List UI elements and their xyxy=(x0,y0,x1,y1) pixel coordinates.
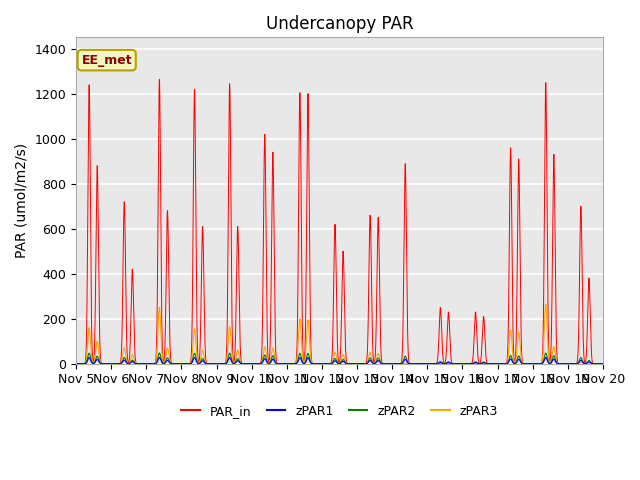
zPAR3 xyxy=(599,361,607,367)
Title: Undercanopy PAR: Undercanopy PAR xyxy=(266,15,413,33)
PAR_in xyxy=(429,361,436,367)
PAR_in xyxy=(167,358,175,363)
zPAR3 xyxy=(320,361,328,367)
PAR_in xyxy=(598,361,606,367)
zPAR3 xyxy=(72,361,80,367)
zPAR2 xyxy=(429,361,436,367)
zPAR1 xyxy=(419,361,427,367)
zPAR3 xyxy=(458,361,465,367)
zPAR1 xyxy=(598,361,606,367)
zPAR2 xyxy=(167,360,175,366)
PAR_in xyxy=(419,361,427,367)
Line: PAR_in: PAR_in xyxy=(76,79,603,364)
zPAR3 xyxy=(488,361,495,367)
zPAR1 xyxy=(488,361,495,367)
zPAR1 xyxy=(599,361,607,367)
Legend: PAR_in, zPAR1, zPAR2, zPAR3: PAR_in, zPAR1, zPAR2, zPAR3 xyxy=(176,400,503,423)
PAR_in xyxy=(156,76,163,82)
PAR_in xyxy=(599,361,607,367)
zPAR2 xyxy=(156,350,163,356)
zPAR2 xyxy=(72,361,80,367)
Line: zPAR1: zPAR1 xyxy=(76,358,603,364)
zPAR1 xyxy=(429,361,436,367)
zPAR1 xyxy=(458,361,465,367)
zPAR1 xyxy=(72,361,80,367)
zPAR2 xyxy=(599,361,607,367)
zPAR3 xyxy=(167,360,175,366)
PAR_in xyxy=(320,361,328,367)
zPAR2 xyxy=(320,361,328,367)
PAR_in xyxy=(72,361,80,367)
Line: zPAR3: zPAR3 xyxy=(76,304,603,364)
PAR_in xyxy=(458,361,465,367)
Y-axis label: PAR (umol/m2/s): PAR (umol/m2/s) xyxy=(15,143,29,258)
zPAR2 xyxy=(458,361,465,367)
zPAR3 xyxy=(542,301,550,307)
zPAR2 xyxy=(598,361,606,367)
PAR_in xyxy=(488,361,495,367)
zPAR1 xyxy=(167,360,175,366)
zPAR1 xyxy=(156,355,163,360)
Line: zPAR2: zPAR2 xyxy=(76,353,603,364)
zPAR3 xyxy=(428,361,436,367)
zPAR2 xyxy=(488,361,495,367)
zPAR3 xyxy=(598,361,606,367)
zPAR1 xyxy=(320,361,328,367)
zPAR3 xyxy=(429,361,436,367)
zPAR2 xyxy=(419,361,427,367)
Text: EE_met: EE_met xyxy=(81,54,132,67)
